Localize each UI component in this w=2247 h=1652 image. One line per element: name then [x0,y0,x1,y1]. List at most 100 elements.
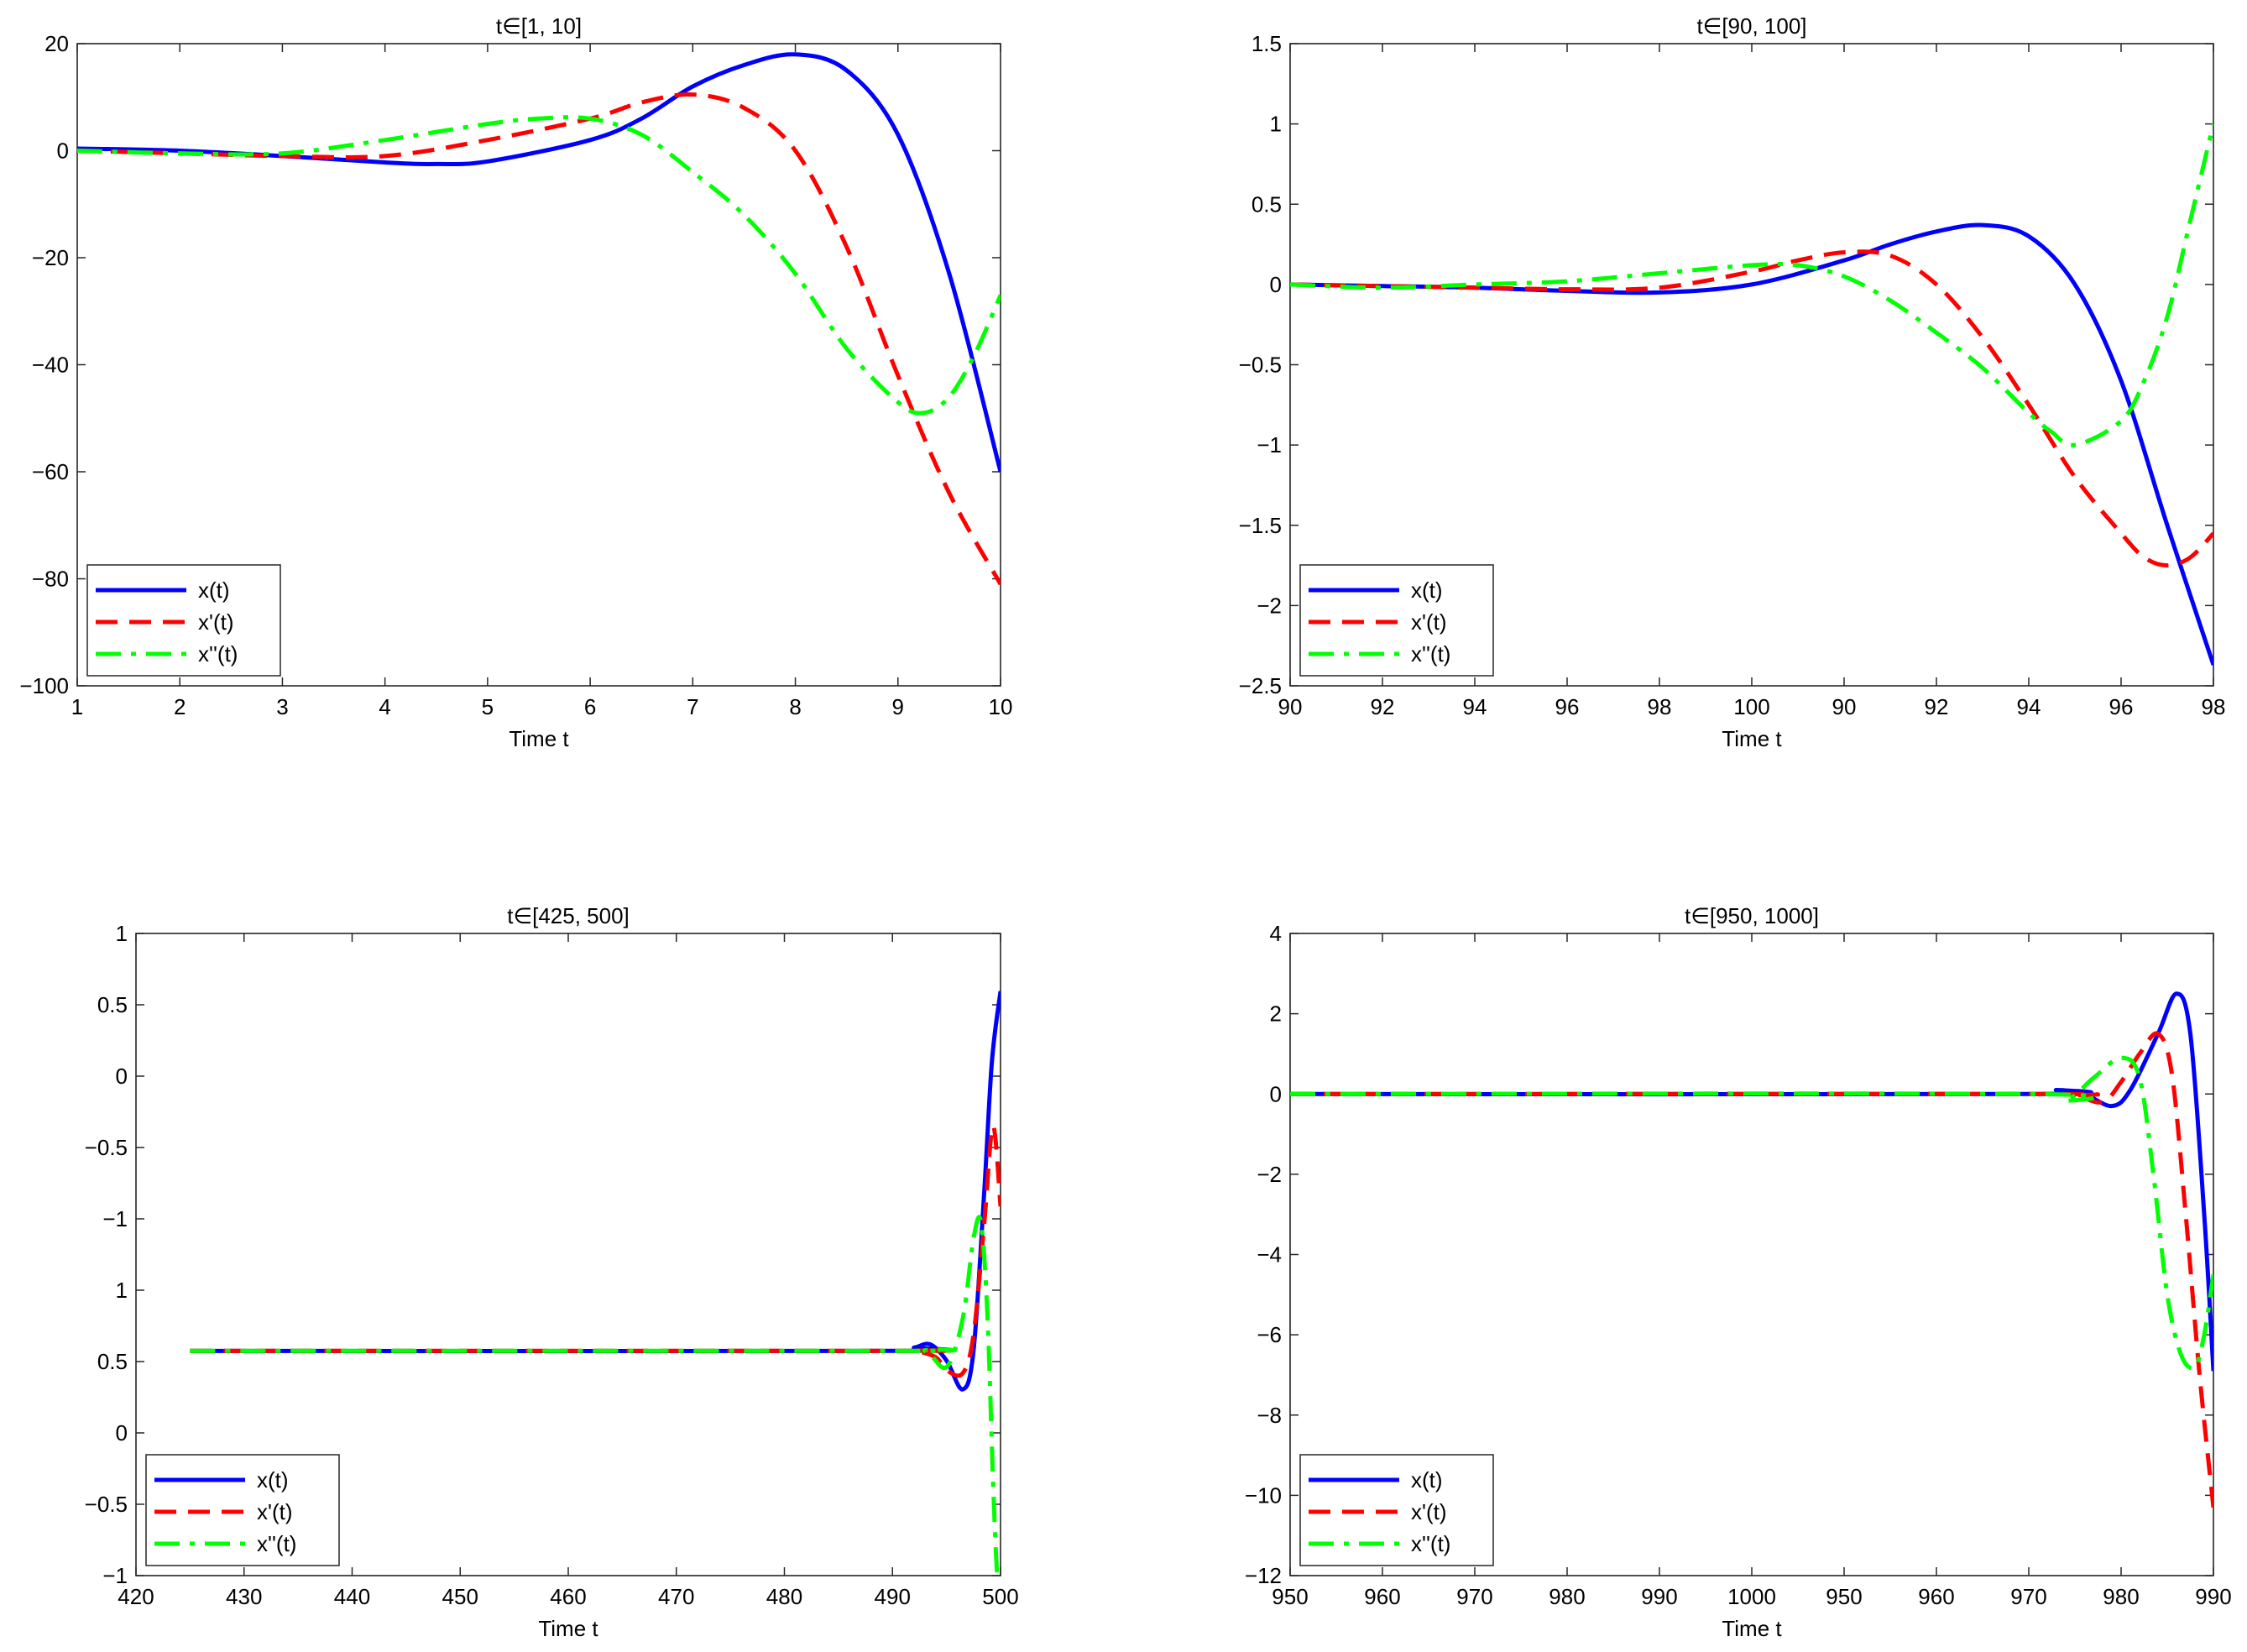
chart-title: t∈[425, 500] [507,903,630,928]
legend-label-dx: x'(t) [198,609,234,635]
series-line-dx [77,91,1001,586]
x-tick-label: 1 [71,694,83,719]
legend-label-dx: x'(t) [1411,609,1447,635]
y-tick-label: 4 [1270,921,1282,946]
x-tick-label: 8 [789,694,801,719]
x-tick-label: 430 [226,1584,262,1609]
x-tick-label: 94 [2017,694,2041,719]
series-group [190,991,1001,1576]
x-tick-label: 92 [1925,694,1949,719]
x-tick-label: 480 [766,1584,802,1609]
y-tick-label: −40 [32,353,69,378]
legend-label-x: x(t) [257,1467,289,1493]
y-tick-label: −6 [1257,1322,1282,1347]
y-tick-label: 0 [1270,1081,1282,1106]
series-line-ddx [1290,1055,2213,1371]
series-line-dx [1290,249,2213,568]
y-tick-label: 1 [1270,112,1282,137]
x-tick-label: 100 [1733,694,1769,719]
legend: x(t) x'(t) x''(t) [86,564,281,677]
x-tick-label: 9 [892,694,904,719]
x-tick-label: 2 [174,694,186,719]
y-tick-label: −1 [1257,432,1282,457]
x-tick-label: 980 [1549,1584,1585,1609]
x-tick-label: 90 [1278,694,1303,719]
y-tick-label: −1.5 [1239,513,1282,538]
x-axis-label: Time t [509,726,569,751]
y-tick-label: −0.5 [1239,353,1282,378]
y-tick-label: −12 [1245,1563,1282,1588]
series-group [1290,123,2213,666]
x-tick-label: 98 [1648,694,1672,719]
chart-panel-2: t∈[90, 100] Time t 90 92 94 96 98 100 90 92 94 96 98… [1239,13,2226,751]
legend-label-x: x(t) [1411,1467,1443,1493]
x-tick-label: 92 [1371,694,1395,719]
y-tick-label: 1 [116,1278,128,1303]
x-tick-label: 990 [1641,1584,1677,1609]
x-tick-label: 470 [658,1584,694,1609]
x-axis-label: Time t [538,1616,598,1641]
legend: x(t) x'(t) x''(t) [1299,564,1494,677]
x-tick-label: 3 [276,694,288,719]
y-tick-label: 1.5 [1252,31,1282,56]
series-group [1290,991,2213,1508]
y-tick-label: −10 [1245,1482,1282,1508]
y-tick-label: 1 [116,921,128,946]
series-line-ddx [77,115,1001,416]
y-tick-label: 0 [116,1420,128,1446]
x-tick-label: 440 [334,1584,370,1609]
x-tick-label: 94 [1463,694,1487,719]
x-tick-label: 6 [584,694,596,719]
series-group [77,52,1001,586]
y-tick-label: −2.5 [1239,673,1282,698]
x-tick-label: 490 [875,1584,911,1609]
y-tick-label: 0 [116,1064,128,1089]
legend: x(t) x'(t) x''(t) [145,1454,340,1566]
x-tick-label: 90 [1832,694,1857,719]
x-tick-label: 96 [2109,694,2134,719]
legend-label-ddx: x''(t) [198,641,238,667]
x-tick-label: 96 [1555,694,1580,719]
legend-label-dx: x'(t) [257,1499,293,1524]
x-tick-label: 970 [1456,1584,1492,1609]
x-tick-label: 1000 [1727,1584,1776,1609]
y-tick-label: 20 [44,31,69,56]
x-tick-label: 950 [1272,1584,1308,1609]
y-tick-label: −1 [102,1563,128,1588]
x-tick-label: 990 [2195,1584,2231,1609]
legend-label-ddx: x''(t) [1411,1531,1450,1556]
y-tick-label: −0.5 [85,1492,128,1517]
y-tick-label: −4 [1257,1242,1282,1268]
y-tick-label: −100 [19,673,69,698]
legend-label-x: x(t) [198,578,230,603]
y-tick-label: 0.5 [97,992,128,1017]
y-tick-label: −60 [32,459,69,484]
chart-panel-1: t∈[1, 10] Time t 1 2 3 4 5 6 7 8 9 10 20 0 −20 −40 −60 −8… [19,13,1012,751]
y-tick-label: −2 [1257,1162,1282,1187]
x-axis-label: Time t [1722,726,1782,751]
chart-title: t∈[950, 1000] [1685,903,1819,928]
legend-label-ddx: x''(t) [1411,641,1450,667]
x-tick-label: 98 [2202,694,2226,719]
x-tick-label: 970 [2010,1584,2046,1609]
x-tick-label: 500 [982,1584,1018,1609]
chart-title: t∈[90, 100] [1696,13,1806,39]
y-tick-label: 0 [1270,272,1282,297]
x-tick-label: 420 [118,1584,154,1609]
y-tick-label: −8 [1257,1403,1282,1428]
y-tick-label: −20 [32,245,69,270]
legend-label-x: x(t) [1411,578,1443,603]
x-tick-label: 960 [1364,1584,1400,1609]
x-tick-label: 4 [379,694,390,719]
chart-panel-3: t∈[425, 500] Time t 420 430 440 450 460 470 480 4… [85,903,1019,1641]
x-tick-label: 450 [442,1584,478,1609]
legend-label-ddx: x''(t) [257,1531,296,1556]
x-tick-label: 10 [989,694,1013,719]
y-tick-label: 0.5 [1252,191,1282,217]
x-tick-label: 950 [1826,1584,1862,1609]
y-tick-label: −0.5 [85,1135,128,1160]
chart-title: t∈[1, 10] [496,13,582,39]
x-tick-label: 960 [1918,1584,1954,1609]
y-tick-label: −2 [1257,593,1282,618]
